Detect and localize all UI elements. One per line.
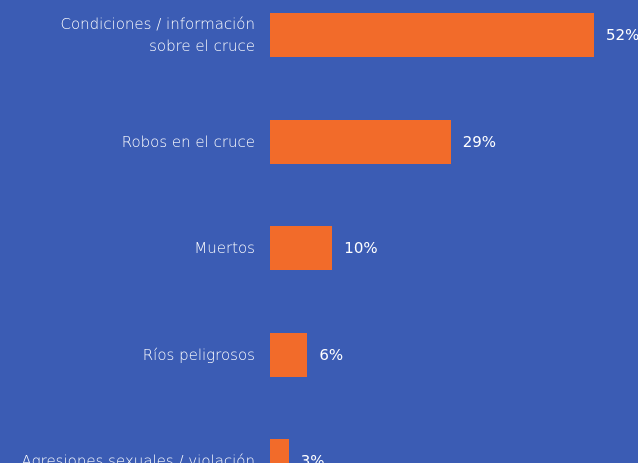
- value-label: 52%: [606, 26, 638, 44]
- value-label: 6%: [319, 345, 344, 364]
- bar: [270, 13, 594, 57]
- category-label: Ríos peligrosos: [142, 345, 255, 364]
- bar: [270, 332, 308, 377]
- bar: [270, 439, 289, 463]
- bar: [270, 119, 451, 164]
- category-label: Agresiones sexuales / violación: [21, 452, 255, 463]
- value-label: 10%: [344, 239, 378, 257]
- value-label: 3%: [300, 452, 325, 463]
- value-label: 29%: [462, 132, 497, 151]
- category-label: Condiciones / información sobre el cruce: [60, 15, 255, 55]
- bar: [270, 226, 333, 270]
- category-label: Muertos: [194, 239, 255, 257]
- category-label: Robos en el cruce: [121, 132, 255, 151]
